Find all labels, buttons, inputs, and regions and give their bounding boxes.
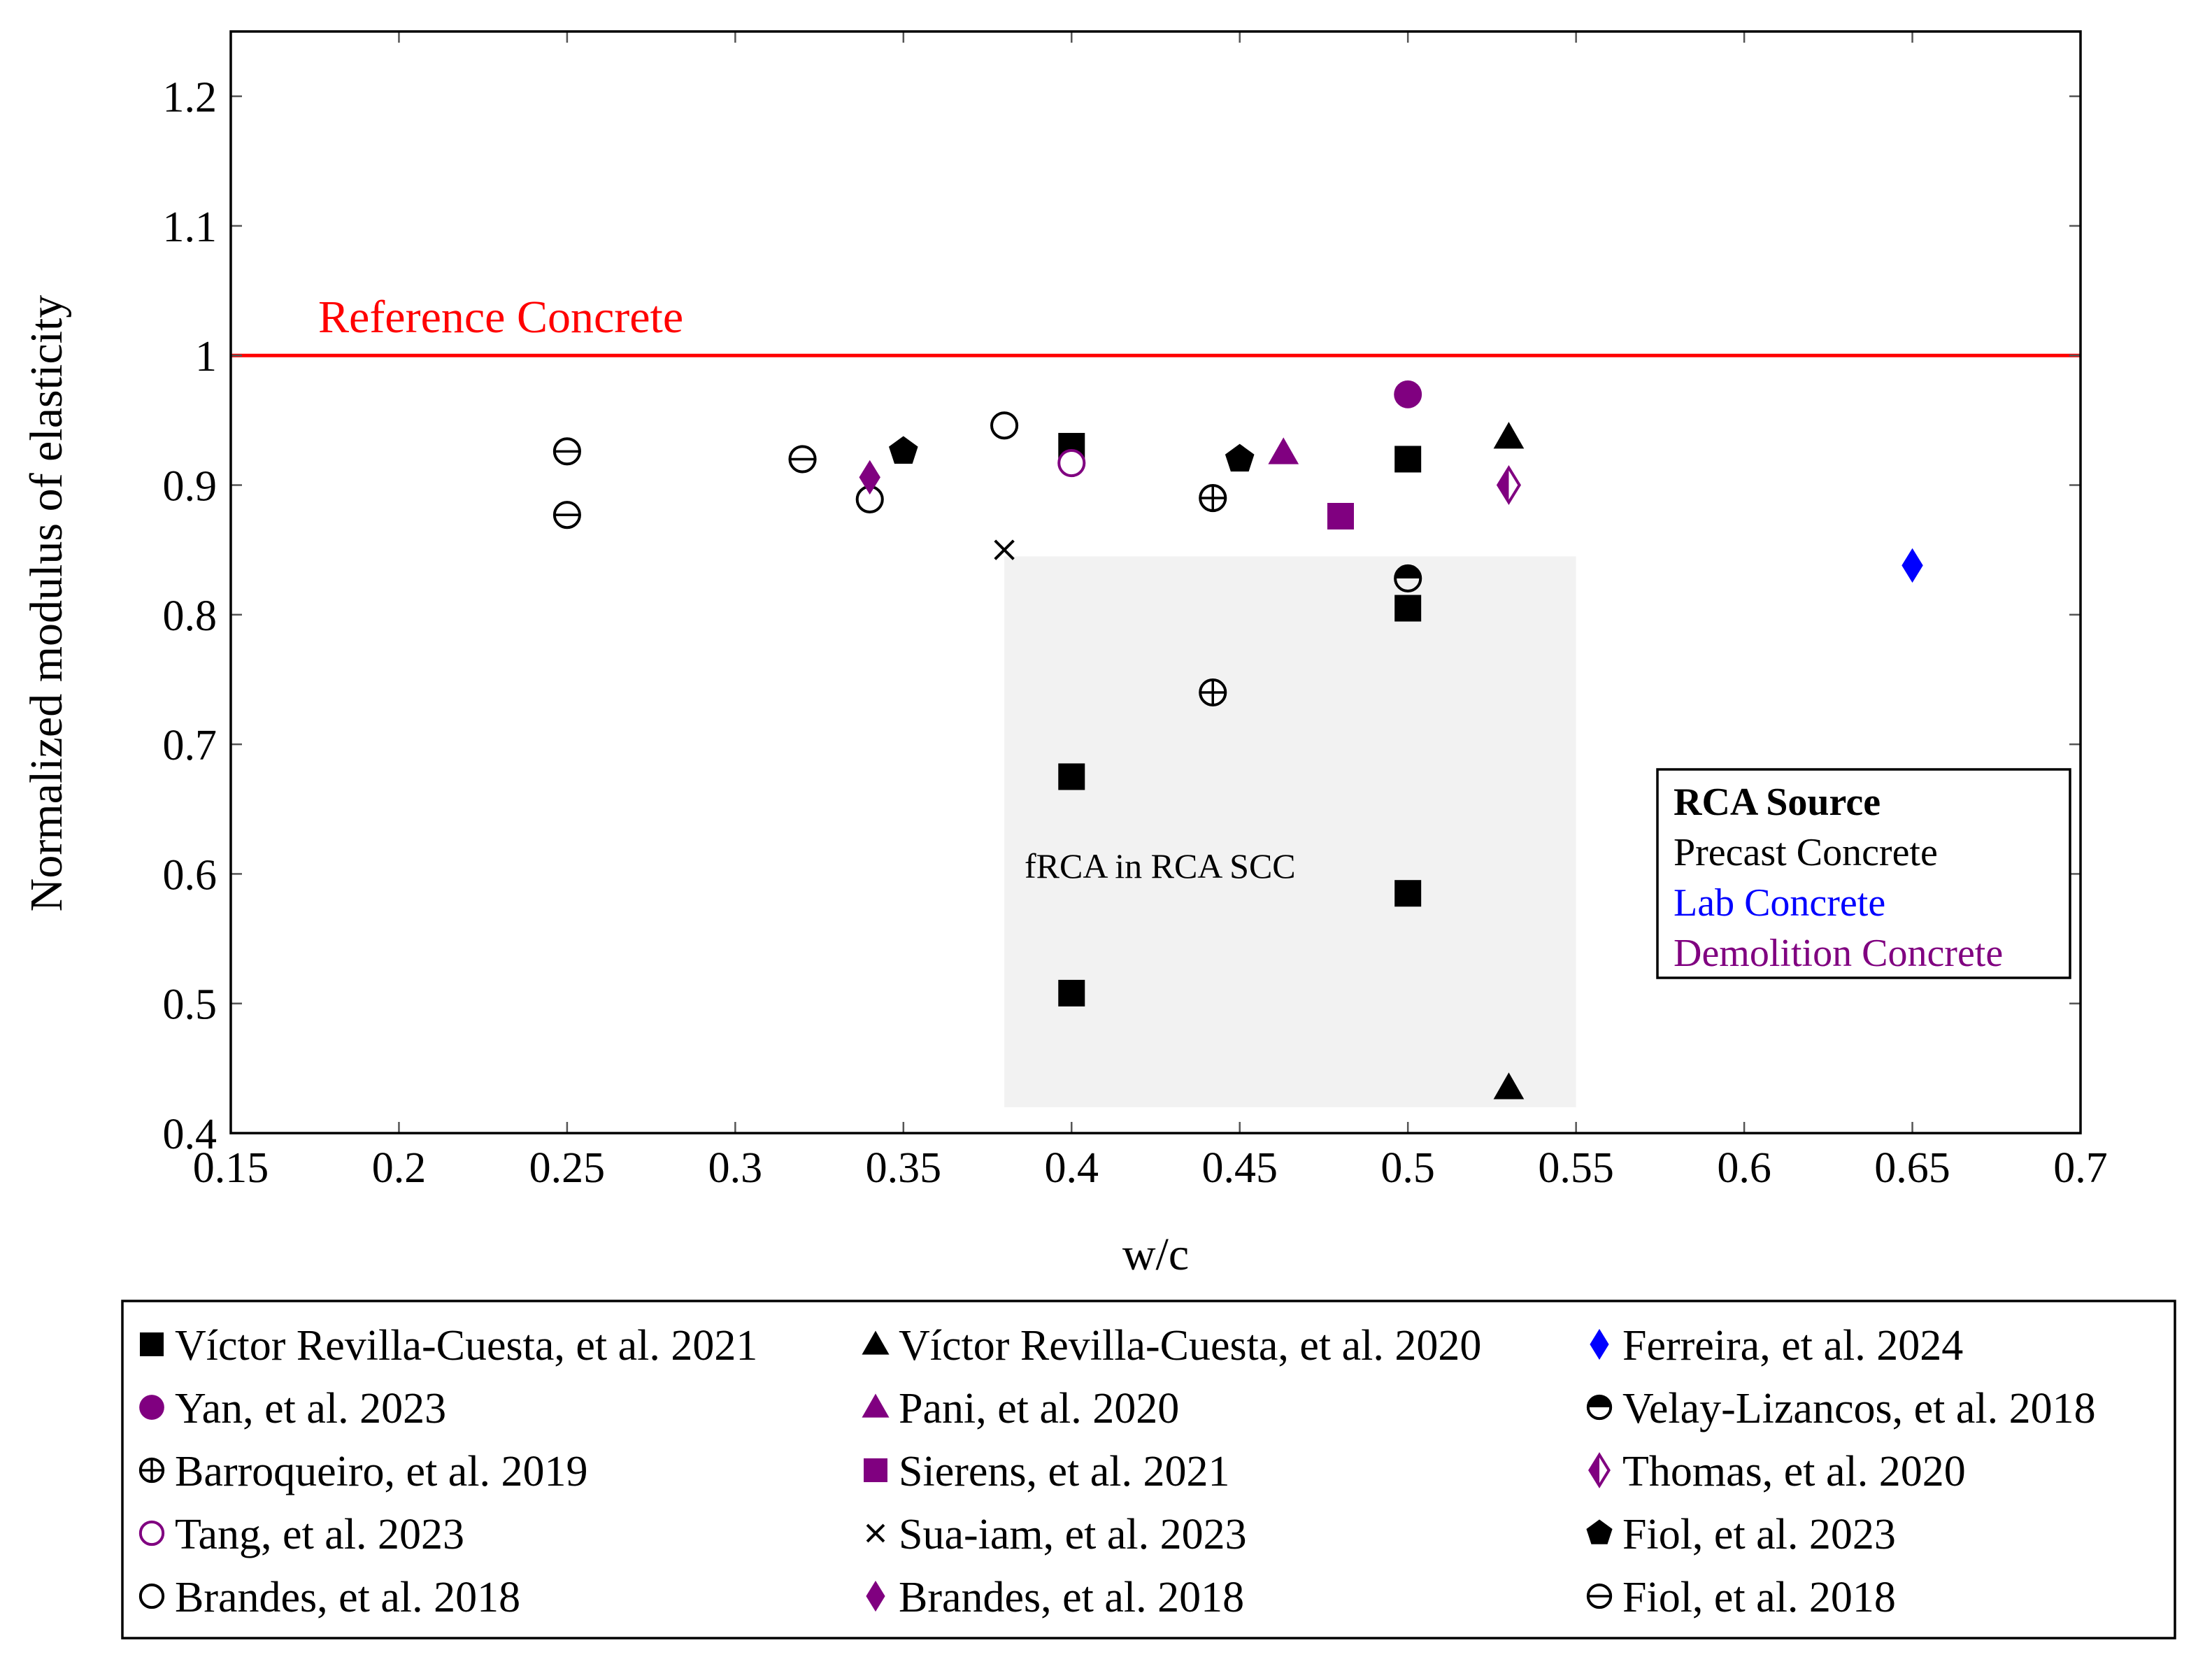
x-tick-label: 0.55 [1538, 1144, 1614, 1192]
data-point [1394, 880, 1422, 907]
halfcircle-marker [1586, 1394, 1613, 1421]
data-point [1199, 484, 1227, 513]
x-tick-label: 0.45 [1201, 1144, 1278, 1192]
data-point [1394, 380, 1422, 408]
data-point [1058, 979, 1085, 1007]
x-tick-label: 0.4 [1045, 1144, 1099, 1192]
data-point [1394, 564, 1422, 592]
y-tick-label: 0.4 [163, 1111, 217, 1158]
legend-entry-label: Velay-Lizancos, et al. 2018 [1622, 1385, 2096, 1432]
halfdiamond-marker [1588, 1452, 1611, 1488]
source-legend-box [1656, 768, 2071, 979]
x-tick-label: 0.6 [1717, 1144, 1771, 1192]
legend-entry-label: Brandes, et al. 2018 [175, 1574, 520, 1621]
y-tick-label: 1.2 [163, 74, 217, 122]
triangle-marker [862, 1330, 890, 1355]
source-legend-entry: Demolition Concrete [1674, 932, 2003, 975]
square-marker [140, 1332, 164, 1356]
x-tick-label: 0.7 [2053, 1144, 2108, 1192]
y-tick-label: 1 [195, 333, 217, 381]
data-point [1058, 763, 1085, 790]
data-point [1496, 465, 1522, 506]
legend-entry-label: Víctor Revilla-Cuesta, et al. 2021 [175, 1322, 757, 1370]
diamond-marker [1590, 1328, 1609, 1360]
y-tick-label: 0.9 [163, 463, 217, 511]
x-marker [866, 1523, 885, 1543]
source-legend-entry: Lab Concrete [1674, 881, 1885, 925]
series-legend: Víctor Revilla-Cuesta, et al. 2021 Víctor… [121, 1300, 2176, 1640]
diamond-marker [866, 1580, 885, 1612]
x-tick-label: 0.15 [193, 1144, 269, 1192]
data-point [994, 539, 1015, 560]
y-tick-label: 0.6 [163, 851, 217, 899]
y-tick-label: 0.5 [163, 981, 217, 1029]
reference-line-label: Reference Concrete [318, 292, 683, 343]
x-tick-label: 0.5 [1380, 1144, 1435, 1192]
series-legend-box [121, 1300, 2176, 1640]
data-point [1901, 548, 1923, 583]
legend-entry-label: Barroqueiro, et al. 2019 [175, 1448, 588, 1495]
legend-entry-label: Víctor Revilla-Cuesta, et al. 2020 [899, 1322, 1481, 1370]
square-marker [864, 1458, 887, 1482]
ocircle-marker [138, 1520, 165, 1546]
pentagon-marker [1586, 1519, 1613, 1544]
x-tick-label: 0.65 [1874, 1144, 1950, 1192]
x-tick-label: 0.25 [529, 1144, 606, 1192]
legend-entry-label: Sierens, et al. 2021 [899, 1448, 1230, 1495]
data-point [1394, 446, 1422, 473]
data-point [1268, 437, 1299, 464]
legend-entry-label: Ferreira, et al. 2024 [1622, 1322, 1963, 1370]
legend-entry-label: Thomas, et al. 2020 [1622, 1448, 1966, 1495]
axis-labels-group: w/c Normalized modulus of elasticity [21, 295, 1189, 1280]
data-point [1225, 443, 1255, 472]
legend-entry-label: Sua-iam, et al. 2023 [899, 1511, 1247, 1558]
rca-source-legend: RCA Source Precast Concrete Lab Concrete De… [1656, 768, 2071, 979]
legend-entry-label: Fiol, et al. 2018 [1622, 1574, 1896, 1621]
y-tick-label: 0.7 [163, 722, 217, 769]
y-axis-label: Normalized modulus of elasticity [21, 295, 72, 912]
data-point [1327, 503, 1354, 529]
shaded-region-group: fRCA in RCA SCC [1004, 556, 1576, 1107]
data-point [788, 445, 817, 474]
y-tick-label: 0.8 [163, 592, 217, 640]
reference-line-group: Reference Concrete [231, 292, 2081, 357]
shaded-region [1004, 556, 1576, 1107]
ocircle-marker [138, 1583, 165, 1609]
source-legend-entry: Precast Concrete [1674, 831, 1938, 874]
triangle-marker [862, 1393, 890, 1418]
axis-ticks-group: 0.15 0.2 0.25 0.3 0.35 0.4 0.45 0.5 0.55 0.6 0.65 0… [163, 31, 2108, 1192]
x-axis-label: w/c [1122, 1229, 1189, 1280]
ominus-marker [1586, 1583, 1613, 1609]
legend-entry-label: Pani, et al. 2020 [899, 1385, 1179, 1432]
data-point [990, 411, 1019, 440]
data-point [859, 460, 880, 495]
data-point [552, 437, 581, 466]
legend-entry-label: Fiol, et al. 2023 [1622, 1511, 1896, 1558]
x-tick-label: 0.3 [708, 1144, 763, 1192]
x-tick-label: 0.35 [866, 1144, 942, 1192]
data-point [1057, 448, 1086, 478]
data-points-group [552, 380, 1923, 1100]
source-legend-title: RCA Source [1674, 781, 1881, 824]
data-point [1394, 595, 1422, 622]
plot-frame-group [229, 30, 2082, 1135]
y-tick-label: 1.1 [163, 204, 217, 251]
legend-entry-label: Tang, et al. 2023 [175, 1511, 464, 1558]
plot-frame [229, 30, 2082, 1135]
legend-entry-label: Yan, et al. 2023 [175, 1385, 446, 1432]
data-point [1493, 422, 1525, 449]
shaded-region-label: fRCA in RCA SCC [1025, 846, 1296, 886]
legend-entry-label: Brandes, et al. 2018 [899, 1574, 1244, 1621]
circle-marker [139, 1395, 164, 1420]
oplus-marker [138, 1457, 165, 1484]
data-point [1493, 1072, 1525, 1100]
x-tick-label: 0.2 [372, 1144, 427, 1192]
data-point [889, 436, 918, 464]
data-point [552, 501, 581, 529]
data-point [1199, 678, 1227, 707]
